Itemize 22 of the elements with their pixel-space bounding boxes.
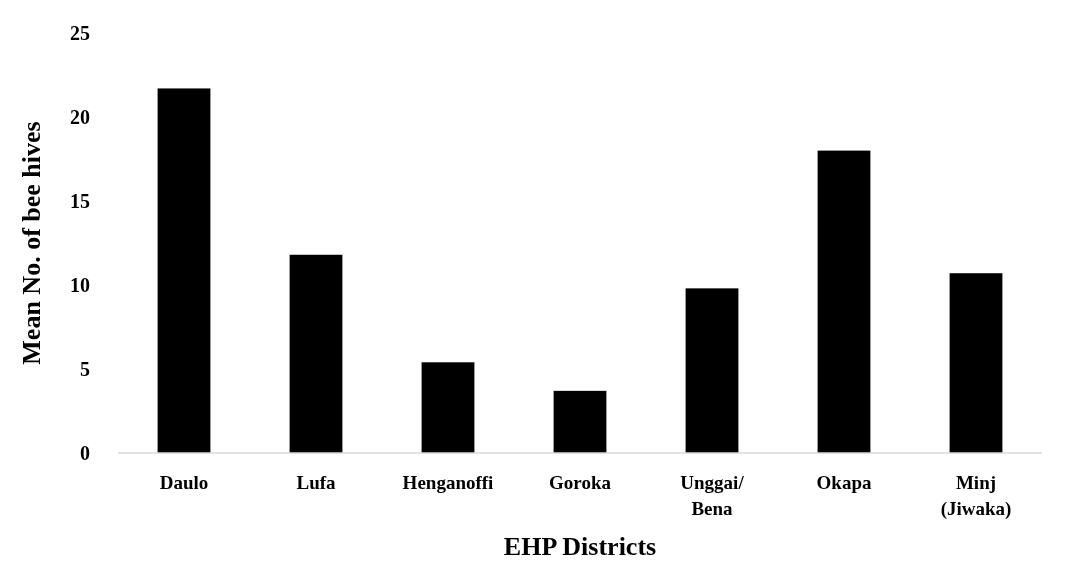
bar	[553, 390, 607, 453]
bar	[685, 288, 739, 453]
y-tick-label: 20	[70, 106, 90, 128]
x-tick-label: Henganoffi	[402, 472, 494, 493]
x-tick-label: Unggai/ Bena	[680, 472, 745, 519]
x-tick-label: Daulo	[159, 472, 209, 493]
x-tick-label: Goroka	[549, 472, 612, 493]
bar	[157, 88, 211, 453]
y-tick-label: 25	[70, 22, 90, 44]
x-axis-title: EHP Districts	[503, 532, 657, 561]
y-tick-label: 0	[80, 442, 90, 464]
x-tick-label: Okapa	[816, 472, 872, 493]
bar	[817, 150, 871, 453]
bar	[421, 362, 475, 453]
bar	[289, 254, 343, 453]
x-tick-label: Minj (Jiwaka)	[940, 472, 1012, 520]
bar	[949, 273, 1003, 453]
y-tick-label: 15	[70, 190, 90, 212]
y-tick-label: 10	[70, 274, 90, 296]
y-axis-title: Mean No. of bee hives	[17, 121, 46, 365]
y-tick-label: 5	[80, 358, 90, 380]
x-tick-label: Lufa	[296, 472, 337, 493]
